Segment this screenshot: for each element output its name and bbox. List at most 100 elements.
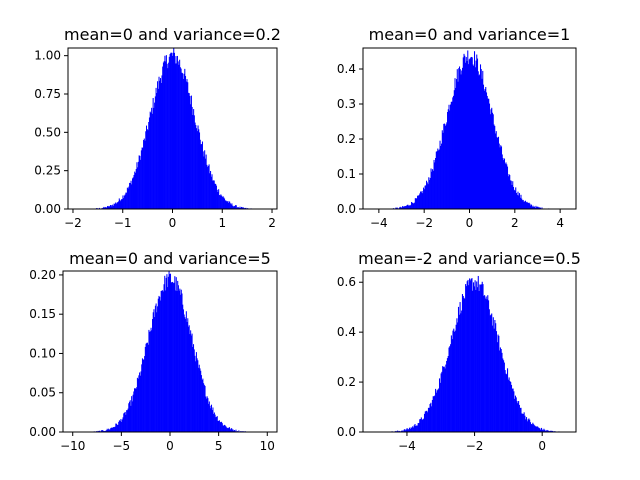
- histogram-bar: [121, 421, 123, 432]
- histogram-bar: [136, 162, 138, 209]
- histogram-bar: [236, 207, 238, 209]
- histogram-bar: [107, 429, 109, 432]
- histogram-bar: [233, 205, 235, 209]
- histogram-bar: [172, 52, 174, 209]
- histogram-bar: [233, 430, 235, 432]
- histogram-bar: [409, 428, 411, 432]
- histogram-bar: [207, 166, 209, 209]
- histogram-bar: [506, 166, 509, 209]
- histogram-bar: [474, 67, 476, 209]
- histogram-bar: [530, 204, 533, 209]
- histogram-bar: [215, 417, 217, 432]
- histogram-bar: [431, 171, 433, 209]
- histogram-bar: [122, 417, 124, 432]
- histogram-bar: [185, 318, 187, 432]
- histogram-bar: [123, 195, 125, 209]
- histogram-bar: [469, 280, 471, 432]
- histogram-bar: [533, 206, 536, 209]
- histogram-bar: [104, 206, 106, 209]
- histogram-bar: [136, 387, 138, 432]
- histogram-bar: [240, 207, 242, 209]
- histogram-bar: [416, 425, 418, 432]
- histogram-bar: [535, 426, 537, 432]
- histogram-bar: [124, 411, 126, 432]
- histogram-bar: [188, 93, 190, 209]
- histogram-bar: [192, 346, 194, 432]
- histogram-bar: [219, 422, 221, 432]
- histogram-bar: [171, 55, 173, 209]
- histogram-bar: [124, 194, 126, 209]
- histogram-bar: [482, 84, 485, 209]
- histogram-bar: [229, 429, 231, 432]
- histogram-bar: [198, 367, 200, 432]
- histogram-bar: [216, 189, 218, 209]
- histogram-bar: [522, 413, 524, 432]
- histogram-bar: [131, 184, 133, 209]
- histogram-bar: [404, 430, 407, 432]
- histogram-bar: [217, 420, 219, 432]
- histogram-bar: [514, 395, 516, 432]
- histogram-bar: [446, 358, 448, 432]
- histogram-bar: [430, 168, 432, 209]
- subplot-1: mean=0 and variance=0.2 −2 −1 0 1 2 0.00 0.25…: [34, 25, 281, 230]
- histogram-bar: [230, 428, 232, 432]
- histogram-bar: [396, 207, 398, 209]
- histogram-bar: [534, 207, 536, 209]
- histogram-bar: [209, 405, 211, 432]
- histogram-bar: [504, 370, 506, 432]
- histogram-bar: [450, 104, 452, 209]
- histogram-bar: [423, 187, 425, 209]
- histogram-bar: [162, 291, 164, 432]
- histogram-bar: [142, 147, 144, 209]
- histogram-bar: [106, 207, 108, 209]
- histogram-bar: [99, 430, 101, 432]
- histogram-bar: [120, 201, 122, 209]
- histogram-bar: [401, 207, 403, 209]
- histogram-bar: [200, 144, 202, 209]
- histogram-bar: [525, 419, 527, 432]
- histogram-bar: [405, 429, 407, 432]
- y-tick-label: 0.10: [29, 346, 56, 360]
- histogram-bar: [494, 125, 496, 209]
- histogram-bar: [425, 185, 427, 209]
- histogram-bar: [206, 164, 208, 209]
- histogram-bar: [538, 207, 540, 209]
- histogram-bar: [438, 388, 440, 432]
- histogram-bar: [475, 289, 477, 432]
- histogram-bar: [167, 287, 169, 432]
- histogram-bar: [536, 426, 538, 432]
- histogram-bar: [520, 194, 522, 209]
- histogram-bar: [438, 378, 441, 432]
- histogram-bar: [417, 423, 419, 432]
- x-tick-label: 0: [169, 216, 177, 230]
- histogram-bar: [129, 182, 131, 209]
- histogram-bar: [153, 107, 155, 209]
- histogram-bar: [432, 396, 434, 432]
- histogram-bar: [229, 203, 231, 209]
- y-tick-label: 1.00: [34, 49, 61, 63]
- histogram-bar: [501, 154, 503, 209]
- histogram-bar: [213, 413, 215, 432]
- histogram-bar: [412, 427, 414, 432]
- histogram-bar: [153, 309, 155, 432]
- histogram-bar: [170, 282, 172, 432]
- histogram-bar: [515, 187, 517, 209]
- histogram-bar: [129, 400, 131, 432]
- histogram-bar: [495, 131, 497, 209]
- histogram-bar: [197, 125, 199, 209]
- histogram-bar: [515, 397, 517, 432]
- y-tick-label: 0.50: [34, 125, 61, 139]
- histogram-bar: [532, 422, 534, 432]
- histogram-bar: [176, 63, 178, 209]
- histogram-bar: [168, 271, 170, 432]
- histogram-bar: [436, 151, 438, 209]
- histogram-bar: [241, 207, 243, 209]
- histogram-bar: [520, 407, 522, 432]
- x-tick-label: −2: [466, 439, 484, 453]
- histogram-bar: [435, 392, 437, 432]
- histogram-bar: [498, 143, 500, 209]
- histogram-bar: [133, 391, 135, 432]
- histogram-bar: [215, 184, 217, 209]
- histogram-bar: [195, 361, 197, 432]
- histogram-bar: [466, 281, 468, 432]
